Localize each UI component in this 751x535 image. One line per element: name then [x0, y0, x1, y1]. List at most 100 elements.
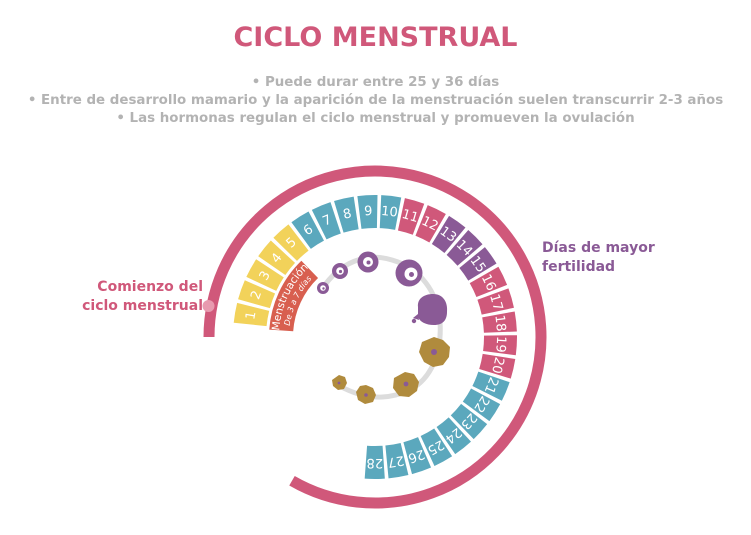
day-segment-shape [415, 205, 446, 243]
day-number: 18 [491, 314, 508, 332]
day-segment: 7 [311, 202, 341, 240]
day-segment-shape [246, 259, 284, 291]
bullet-puberty: • Entre de desarrollo mamario y la apari… [27, 93, 724, 108]
day-number: 8 [342, 206, 353, 222]
ovary-illustration [317, 251, 450, 404]
day-segment-shape [385, 442, 409, 479]
day-segment-shape [459, 247, 497, 281]
day-segment: 16 [469, 266, 508, 298]
day-segment: 18 [482, 311, 517, 333]
day-segment-shape [482, 311, 517, 333]
day-segment-shape [462, 388, 501, 422]
day-number: 27 [386, 452, 405, 470]
day-number: 19 [492, 336, 508, 353]
day-segment-shape [357, 194, 378, 229]
day-segment-shape [446, 229, 483, 266]
day-segment-shape [450, 403, 488, 440]
menstruation-band-shape [269, 260, 319, 332]
day-segment: 8 [334, 196, 359, 233]
day-number: 21 [481, 375, 501, 396]
cycle-start-label-line2: ciclo menstrual [82, 298, 203, 314]
day-segment-shape [420, 428, 453, 466]
day-segment-shape [334, 196, 359, 233]
day-segment: 6 [291, 211, 324, 249]
day-segment-shape [472, 371, 510, 401]
day-segment-shape [397, 198, 425, 235]
day-segment-shape [431, 215, 466, 253]
day-segment-shape [403, 437, 432, 475]
day-segment: 3 [246, 259, 284, 291]
day-number: 26 [406, 446, 427, 466]
fertile-days-label-line1: Días de mayor [542, 240, 655, 256]
info-bullets: • Puede durar entre 25 y 36 días • Entre… [0, 74, 751, 128]
corpus-luteum-icon [332, 375, 347, 390]
day-segment: 1 [233, 302, 270, 327]
day-segment: 24 [436, 417, 471, 455]
fertile-days-label: Días de mayor fertilidad [542, 239, 655, 277]
day-number: 11 [400, 207, 420, 226]
day-segment: 11 [397, 198, 425, 235]
corpus-luteum-icon [393, 372, 419, 397]
day-number: 10 [380, 204, 398, 221]
day-segment: 23 [450, 403, 488, 440]
cycle-start-dot [202, 300, 215, 312]
day-segment: 28 [364, 445, 385, 479]
day-segment: 25 [420, 428, 453, 466]
egg-follicle-icon [332, 263, 348, 279]
day-segment: 4 [258, 240, 296, 275]
corpus-luteum-icon [356, 385, 376, 404]
day-segment-shape [483, 335, 518, 356]
day-segment: 17 [477, 288, 514, 315]
day-number: 16 [478, 272, 499, 293]
fertile-days-label-line2: fertilidad [542, 259, 616, 275]
menstruation-band: Menstruación De 3 a 7 días [269, 260, 319, 332]
day-segment-shape [233, 302, 270, 327]
day-segment: 20 [479, 353, 516, 379]
day-segment-shape [311, 202, 341, 240]
day-segment: 27 [385, 442, 409, 479]
day-number: 9 [364, 204, 373, 219]
cycle-outer-arc [203, 165, 547, 509]
day-number: 28 [366, 455, 383, 470]
bullet-duration: • Puede durar entre 25 y 36 días [251, 75, 500, 90]
day-segment: 5 [273, 224, 309, 261]
day-segment-shape [379, 195, 402, 230]
day-segment-shape [273, 224, 309, 261]
ovulation-icon [411, 294, 448, 325]
day-segment-shape [469, 266, 508, 298]
day-segment-shape [291, 211, 324, 249]
day-number: 25 [425, 436, 447, 457]
day-segment: 9 [357, 194, 378, 229]
day-segment-shape [238, 280, 276, 309]
day-segment: 19 [483, 335, 518, 356]
day-number: 1 [243, 310, 259, 321]
egg-follicle-icon [317, 282, 329, 294]
day-number: 12 [419, 214, 440, 235]
day-number: 17 [486, 293, 505, 313]
cycle-start-label-line1: Comienzo del [97, 279, 203, 295]
page-title: CICLO MENSTRUAL [233, 22, 518, 53]
day-segment-shape [477, 288, 514, 315]
day-segment: 26 [403, 437, 432, 475]
day-segment: 12 [415, 205, 446, 243]
corpus-luteum-icon [419, 337, 450, 367]
day-number: 22 [470, 393, 492, 415]
cycle-start-label: Comienzo del ciclo menstrual [82, 278, 203, 316]
day-segment: 21 [472, 371, 510, 401]
day-segment: 14 [446, 229, 483, 266]
day-segment-shape [479, 353, 516, 379]
day-segment-shape [258, 240, 296, 275]
day-segment: 15 [459, 247, 497, 281]
day-segment: 13 [431, 215, 466, 253]
day-segment: 10 [379, 195, 402, 230]
day-number: 20 [488, 355, 506, 374]
day-segment-shape [436, 417, 471, 455]
day-segment: 2 [238, 280, 276, 309]
egg-follicle-icon [395, 259, 423, 287]
egg-follicle-icon [357, 251, 379, 273]
bullet-hormones: • Las hormonas regulan el ciclo menstrua… [116, 111, 635, 126]
day-segment-shape [364, 445, 385, 479]
day-segment: 22 [462, 388, 501, 422]
